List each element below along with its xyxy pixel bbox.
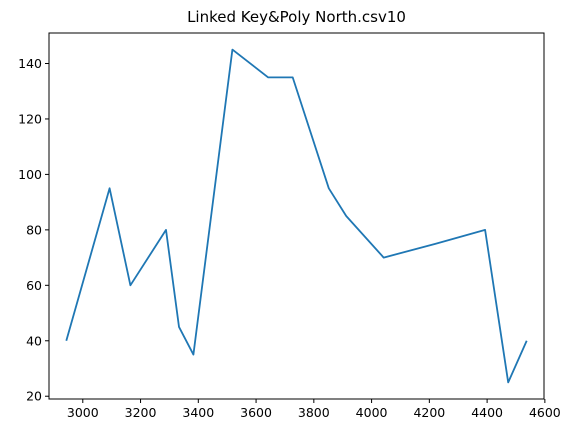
y-tick-label: 20 [26,389,42,404]
x-tick-label: 3400 [182,405,214,420]
x-axis: 3000 3200 3400 3600 3800 4000 4200 4400 4600 [67,399,561,420]
y-tick-label: 80 [26,222,42,237]
y-tick-label: 140 [18,56,42,71]
x-tick-label: 4000 [356,405,388,420]
y-tick-label: 120 [18,111,42,126]
plot-area [65,48,528,384]
y-tick-label: 100 [18,167,42,182]
chart-title: Linked Key&Poly North.csv10 [187,8,406,26]
y-tick-label: 40 [26,333,42,348]
x-tick-label: 4400 [471,405,503,420]
x-tick-label: 3200 [125,405,157,420]
series-line [65,48,528,384]
x-tick-label: 4600 [529,405,561,420]
x-tick-label: 3000 [67,405,99,420]
y-axis: 20 40 60 80 100 120 140 [18,56,49,404]
axes-frame [48,32,545,400]
x-tick-label: 4200 [413,405,445,420]
x-tick-label: 3600 [240,405,272,420]
x-tick-label: 3800 [298,405,330,420]
y-tick-label: 60 [26,278,42,293]
